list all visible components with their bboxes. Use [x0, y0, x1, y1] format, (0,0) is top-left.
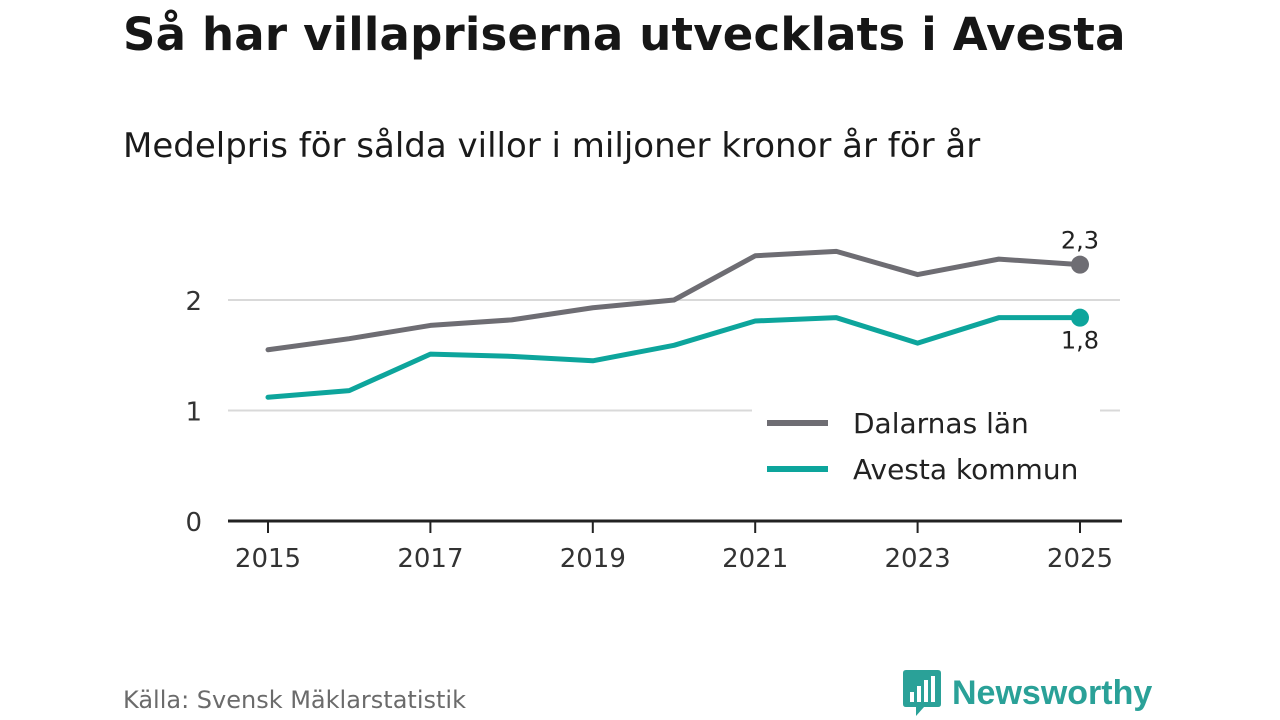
- chart-subtitle: Medelpris för sålda villor i miljoner kr…: [123, 126, 981, 166]
- series-line-avesta-kommun: [265, 315, 1083, 400]
- source-note: Källa: Svensk Mäklarstatistik: [123, 686, 466, 714]
- brand[interactable]: Newsworthy: [902, 668, 1152, 718]
- legend-label: Dalarnas län: [853, 407, 1029, 440]
- y-tick-label: 1: [185, 398, 202, 428]
- x-tick-label: 2021: [722, 544, 788, 574]
- newsworthy-logo-icon: [903, 670, 941, 716]
- series-end-label: 1,8: [1061, 327, 1099, 355]
- y-tick-label: 2: [185, 287, 202, 317]
- y-tick-label: 0: [185, 508, 202, 538]
- x-tick-label: 2015: [235, 544, 301, 574]
- brand-name: Newsworthy: [952, 673, 1153, 712]
- chart-title: Så har villapriserna utvecklats i Avesta: [123, 8, 1126, 61]
- series-end-point: [1071, 255, 1089, 274]
- legend-background: [752, 400, 1100, 500]
- x-tick-label: 2025: [1047, 544, 1113, 574]
- legend-label: Avesta kommun: [853, 453, 1078, 486]
- x-tick-label: 2023: [885, 544, 951, 574]
- series-end-point: [1071, 308, 1089, 327]
- x-tick-label: 2017: [397, 544, 463, 574]
- series-end-label: 2,3: [1061, 227, 1099, 255]
- series-line-dalarnas-lan: [265, 248, 1083, 353]
- x-tick-label: 2019: [560, 544, 626, 574]
